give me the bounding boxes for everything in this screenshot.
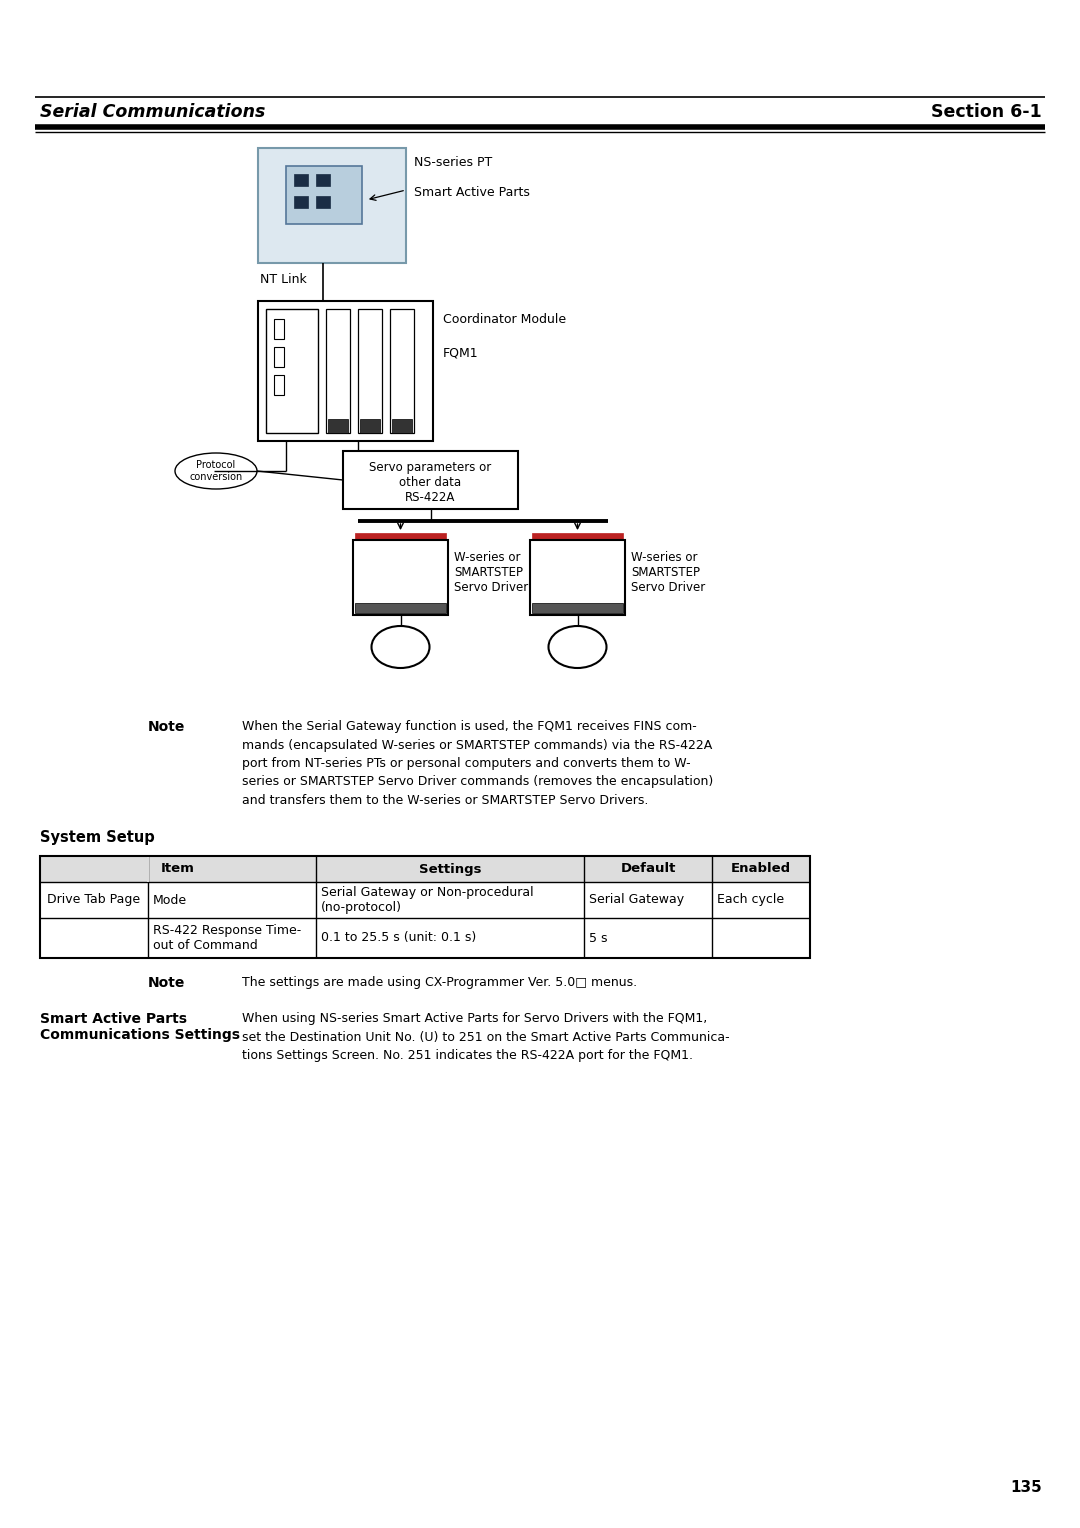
Text: W-series or
SMARTSTEP
Servo Driver: W-series or SMARTSTEP Servo Driver	[631, 552, 705, 594]
Text: Default: Default	[620, 862, 676, 876]
Text: tions Settings Screen. No. 251 indicates the RS-422A port for the FQM1.: tions Settings Screen. No. 251 indicates…	[242, 1050, 693, 1062]
Text: 5 s: 5 s	[589, 932, 607, 944]
Bar	[274, 374, 284, 396]
Text: port from NT-series PTs or personal computers and converts them to W-: port from NT-series PTs or personal comp…	[242, 756, 690, 770]
Bar	[40, 856, 810, 882]
Bar	[258, 301, 433, 442]
Text: Serial Communications: Serial Communications	[40, 102, 266, 121]
Text: set the Destination Unit No. (U) to 251 on the Smart Active Parts Communica-: set the Destination Unit No. (U) to 251 …	[242, 1030, 730, 1044]
Bar	[274, 347, 284, 367]
Bar	[343, 451, 518, 509]
Bar	[316, 196, 330, 208]
Text: W-series or
SMARTSTEP
Servo Driver: W-series or SMARTSTEP Servo Driver	[454, 552, 528, 594]
Text: Item: Item	[161, 862, 194, 876]
Text: The settings are made using CX-Programmer Ver. 5.0□ menus.: The settings are made using CX-Programme…	[242, 976, 637, 989]
Bar	[294, 196, 308, 208]
Text: Protocol
conversion: Protocol conversion	[189, 460, 243, 481]
Bar	[355, 604, 446, 613]
Bar	[390, 309, 414, 432]
Bar	[532, 604, 623, 613]
Text: 135: 135	[1010, 1481, 1042, 1494]
Text: Smart Active Parts: Smart Active Parts	[414, 186, 530, 199]
Bar	[147, 857, 149, 882]
Bar	[258, 148, 406, 263]
Text: FQM1: FQM1	[443, 345, 478, 359]
Bar	[40, 856, 810, 958]
Text: NS-series PT: NS-series PT	[414, 156, 492, 170]
Text: Settings: Settings	[419, 862, 482, 876]
Text: Enabled: Enabled	[731, 862, 791, 876]
Bar	[316, 174, 330, 186]
Text: RS-422A: RS-422A	[405, 490, 456, 504]
Bar	[353, 539, 448, 614]
Text: Coordinator Module: Coordinator Module	[443, 313, 566, 325]
Text: Mode: Mode	[153, 894, 187, 906]
Bar	[357, 309, 382, 432]
Bar	[326, 309, 350, 432]
Text: Each cycle: Each cycle	[717, 894, 784, 906]
Text: NT Link: NT Link	[260, 274, 307, 286]
Text: Section 6-1: Section 6-1	[931, 102, 1042, 121]
Text: When the Serial Gateway function is used, the FQM1 receives FINS com-: When the Serial Gateway function is used…	[242, 720, 697, 733]
Text: RS-422 Response Time-
out of Command: RS-422 Response Time- out of Command	[153, 924, 301, 952]
Bar	[360, 419, 380, 432]
Bar	[530, 539, 625, 614]
Text: Serial Gateway: Serial Gateway	[589, 894, 684, 906]
Text: Servo parameters or
other data: Servo parameters or other data	[369, 461, 491, 489]
Bar	[532, 533, 623, 539]
Text: System Setup: System Setup	[40, 830, 154, 845]
Text: Drive Tab Page: Drive Tab Page	[48, 894, 140, 906]
Text: mands (encapsulated W-series or SMARTSTEP commands) via the RS-422A: mands (encapsulated W-series or SMARTSTE…	[242, 738, 712, 752]
Text: Note: Note	[148, 976, 186, 990]
Bar	[274, 319, 284, 339]
Text: 0.1 to 25.5 s (unit: 0.1 s): 0.1 to 25.5 s (unit: 0.1 s)	[321, 932, 476, 944]
Bar	[355, 533, 446, 539]
Text: Note: Note	[148, 720, 186, 733]
Text: When using NS-series Smart Active Parts for Servo Drivers with the FQM1,: When using NS-series Smart Active Parts …	[242, 1012, 707, 1025]
Bar	[392, 419, 411, 432]
Bar	[266, 309, 318, 432]
Text: Serial Gateway or Non-procedural
(no-protocol): Serial Gateway or Non-procedural (no-pro…	[321, 886, 534, 914]
Text: series or SMARTSTEP Servo Driver commands (removes the encapsulation): series or SMARTSTEP Servo Driver command…	[242, 776, 713, 788]
Text: and transfers them to the W-series or SMARTSTEP Servo Drivers.: and transfers them to the W-series or SM…	[242, 795, 648, 807]
Bar	[286, 167, 362, 225]
Bar	[294, 174, 308, 186]
Bar	[328, 419, 348, 432]
Text: Smart Active Parts
Communications Settings: Smart Active Parts Communications Settin…	[40, 1012, 240, 1042]
